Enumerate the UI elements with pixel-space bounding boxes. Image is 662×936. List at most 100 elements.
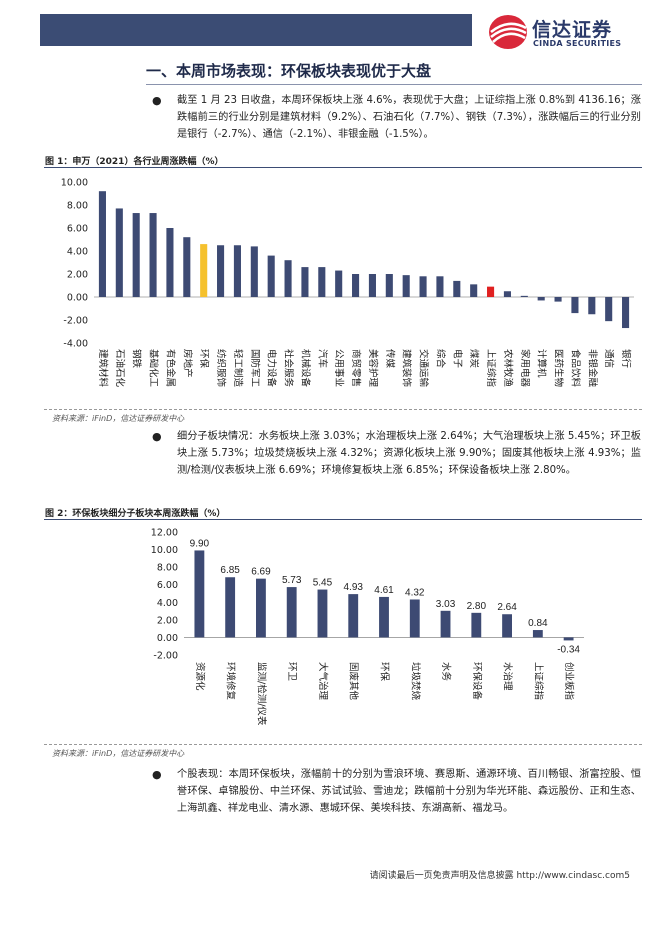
bar: [440, 610, 451, 638]
figure1-source: 资料来源：iFinD，信达证券研发中心: [52, 414, 185, 423]
bar: [622, 297, 630, 329]
bar: [419, 276, 427, 297]
page-footer: 请阅读最后一页免责声明及信息披露 http://www.cindasc.com5: [369, 871, 630, 881]
bar: [348, 594, 359, 638]
bar: [284, 260, 292, 297]
env-subsector-weekly-change-chart: 12.00 10.00 8.00 6.00 4.00 2.00 0.00 -2.00 9.90…: [151, 528, 584, 726]
y-tick-label: 2.00: [157, 615, 178, 626]
category-label: 环卫: [286, 662, 297, 682]
figure2-top-rule: [44, 519, 642, 520]
bar: [554, 297, 562, 302]
category-label: 垃圾焚烧: [409, 662, 421, 701]
category-label: 固废其他: [348, 662, 360, 701]
data-label: 5.45: [313, 578, 333, 589]
figure2-source: 资料来源：iFinD，信达证券研发中心: [52, 749, 185, 758]
bar: [402, 275, 410, 297]
category-label: 石油石化: [114, 349, 126, 388]
data-label: 2.64: [497, 602, 517, 613]
category-label: 建筑材料: [97, 349, 109, 388]
bar: [563, 637, 574, 641]
bullet-icon: ●: [152, 768, 162, 781]
bar: [409, 599, 420, 638]
data-label: 9.90: [190, 538, 210, 549]
data-label: 3.03: [436, 599, 456, 610]
category-label: 通信: [603, 349, 615, 368]
category-label: 环境修复: [225, 662, 237, 701]
bar: [436, 276, 444, 297]
cinda-logo: 信达证券 CINDA SECURITIES: [486, 12, 646, 52]
bar: [233, 245, 241, 297]
figure2-bottom-rule: [44, 744, 642, 745]
category-label: 上证综指: [485, 349, 497, 388]
bar: [217, 245, 225, 297]
subsector-paragraph: 细分子板块情况：水务板块上涨 3.03%；水治理板块上涨 2.64%；大气治理板…: [177, 431, 641, 476]
data-label: 4.32: [405, 587, 425, 598]
bar: [368, 274, 376, 297]
bullet-icon: ●: [152, 94, 162, 107]
stock-performance-paragraph: 个股表现：本周环保板块，涨幅前十的分别为雪浪环境、赛恩斯、通源环境、百川畅银、浙…: [177, 769, 641, 814]
title-divider: [146, 84, 642, 85]
data-label: 5.73: [282, 575, 302, 586]
bar: [605, 297, 613, 322]
figure1-top-rule: [44, 167, 642, 168]
industry-weekly-change-chart: 10.00 8.00 6.00 4.00 2.00 0.00 -2.00 -4.00 建筑材料…: [61, 178, 634, 388]
figure2-caption: 图 2：环保板块细分子板块本周涨跌幅（%）: [45, 509, 226, 519]
category-label: 电子: [451, 349, 463, 369]
category-label: 食品饮料: [569, 349, 581, 388]
bar: [471, 612, 482, 638]
y-tick-label: -2.00: [153, 651, 178, 662]
category-label: 建筑装饰: [401, 349, 413, 387]
category-label: 农林牧渔: [502, 349, 514, 388]
category-label: 公用事业: [333, 349, 345, 387]
y-tick-label: 0.00: [157, 633, 178, 644]
bar: [470, 284, 478, 297]
data-label: 6.69: [251, 567, 271, 578]
category-label: 资源化: [194, 662, 206, 691]
category-label: 钢铁: [131, 349, 143, 369]
category-label: 非银金融: [586, 349, 598, 388]
category-label: 水务: [440, 662, 452, 682]
y-tick-label: -4.00: [63, 339, 88, 350]
bar: [520, 295, 528, 297]
bar: [301, 267, 309, 297]
logo-text-cn: 信达证券: [532, 19, 613, 41]
category-label: 有色金属: [164, 349, 176, 387]
y-tick-label: 4.00: [157, 598, 178, 609]
category-label: 监测/检测/仪表: [255, 662, 267, 726]
data-label: 0.84: [528, 618, 548, 629]
data-label: -0.34: [557, 644, 580, 655]
bar: [149, 213, 157, 297]
y-tick-label: 6.00: [157, 580, 178, 591]
bar: [286, 587, 297, 638]
bar: [588, 297, 596, 315]
bar: [385, 274, 393, 297]
bar: [379, 596, 389, 638]
data-label: 4.93: [343, 582, 363, 593]
category-label: 电力设备: [266, 349, 278, 388]
bar: [194, 550, 205, 638]
category-label: 煤炭: [468, 349, 480, 369]
bar: [352, 274, 360, 297]
logo-text-en: CINDA SECURITIES: [533, 39, 622, 48]
category-label: 基础化工: [148, 349, 160, 388]
category-label: 国防军工: [249, 349, 261, 388]
bar: [166, 228, 174, 297]
bar: [487, 286, 495, 297]
y-tick-label: 8.00: [157, 563, 178, 574]
bar: [256, 578, 266, 638]
bar: [200, 244, 208, 297]
bar: [98, 191, 106, 297]
section-title: 一、本周市场表现：环保板块表现优于大盘: [146, 62, 432, 80]
y-tick-label: 10.00: [61, 178, 88, 189]
category-label: 机械设备: [299, 349, 311, 388]
category-label: 银行: [620, 349, 632, 369]
category-label: 环保: [198, 349, 210, 369]
bar: [183, 237, 191, 297]
y-tick-label: 0.00: [67, 293, 88, 304]
category-label: 轻工制造: [232, 349, 244, 388]
data-label: 2.80: [467, 601, 487, 612]
y-tick-label: 12.00: [151, 528, 178, 539]
category-label: 大气治理: [317, 662, 329, 701]
category-label: 环保设备: [471, 662, 483, 701]
category-label: 纺织服饰: [215, 349, 227, 387]
